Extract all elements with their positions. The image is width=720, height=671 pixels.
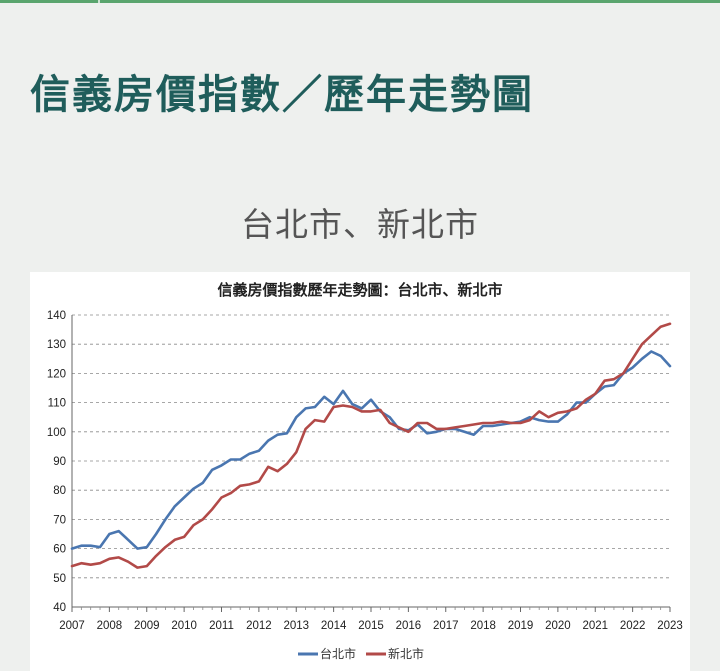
y-tick-label: 130 bbox=[47, 339, 66, 351]
top-accent-rule bbox=[0, 0, 720, 3]
chart-panel: 信義房價指數歷年走勢圖：台北市、新北市 40 50 60 70 80 90 100 110 12… bbox=[30, 272, 690, 671]
page-title: 信義房價指數／歷年走勢圖 bbox=[30, 72, 534, 118]
y-tick-label: 60 bbox=[53, 544, 66, 556]
x-tick-label: 2011 bbox=[209, 620, 234, 632]
chart-legend: 台北市 新北市 bbox=[298, 646, 424, 661]
axis-layer bbox=[71, 315, 671, 612]
x-tick-label: 2008 bbox=[97, 620, 123, 632]
x-tick-label: 2018 bbox=[470, 620, 496, 632]
y-tick-label: 50 bbox=[53, 573, 66, 585]
x-tick-label: 2013 bbox=[283, 620, 309, 632]
top-rule-notch bbox=[98, 0, 100, 3]
x-tick-label: 2016 bbox=[396, 620, 422, 632]
y-tick-label: 40 bbox=[53, 602, 66, 614]
line-chart: 信義房價指數歷年走勢圖：台北市、新北市 40 50 60 70 80 90 100 110 12… bbox=[47, 281, 683, 661]
y-tick-label: 70 bbox=[53, 514, 66, 526]
series-line-new-taipei bbox=[70, 322, 672, 569]
x-tick-label: 2015 bbox=[358, 620, 384, 632]
x-tick-label: 2007 bbox=[59, 620, 85, 632]
y-tick-label: 120 bbox=[47, 368, 66, 380]
x-tick-label: 2017 bbox=[433, 620, 459, 632]
y-tick-label: 90 bbox=[53, 456, 66, 468]
x-tick-label: 2019 bbox=[508, 620, 534, 632]
x-tick-label: 2022 bbox=[620, 620, 646, 632]
x-tick-label: 2010 bbox=[171, 620, 197, 632]
x-tick-label: 2021 bbox=[582, 620, 608, 632]
legend-label-taipei: 台北市 bbox=[320, 646, 356, 661]
chart-title: 信義房價指數歷年走勢圖：台北市、新北市 bbox=[217, 281, 502, 299]
y-tick-label: 110 bbox=[48, 398, 66, 410]
grid-layer bbox=[72, 314, 670, 579]
x-tick-labels: 2007 2008 2009 2010 2011 2012 2013 2014 2015 2016… bbox=[59, 620, 683, 632]
series-line-taipei bbox=[70, 350, 672, 550]
x-tick-label: 2012 bbox=[246, 620, 272, 632]
y-tick-labels: 40 50 60 70 80 90 100 110 120 130 140 bbox=[47, 310, 66, 614]
y-tick-label: 140 bbox=[47, 310, 66, 322]
x-tick-label: 2014 bbox=[321, 620, 347, 632]
x-tick-label: 2023 bbox=[657, 620, 683, 632]
legend-label-new-taipei: 新北市 bbox=[388, 646, 424, 661]
series-layer bbox=[70, 322, 672, 569]
y-tick-label: 100 bbox=[47, 427, 66, 439]
x-tick-label: 2020 bbox=[545, 620, 571, 632]
page-subtitle: 台北市、新北市 bbox=[241, 205, 479, 244]
x-tick-label: 2009 bbox=[134, 620, 160, 632]
y-tick-label: 80 bbox=[53, 485, 66, 497]
